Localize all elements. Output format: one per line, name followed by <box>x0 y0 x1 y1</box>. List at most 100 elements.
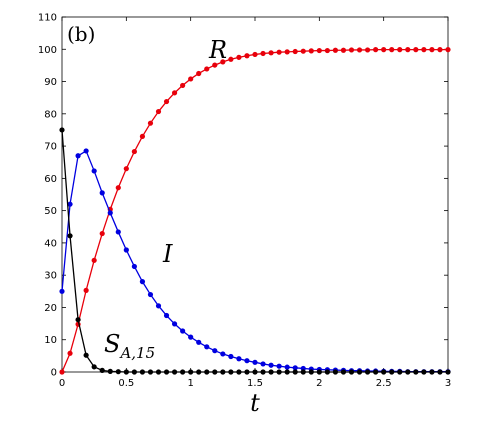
data-point-i <box>236 356 242 362</box>
data-point-i <box>67 201 73 207</box>
data-point-s-a-15 <box>252 369 258 375</box>
data-point-i <box>139 279 146 285</box>
data-point-s-a-15 <box>107 368 113 374</box>
y-tick-label: 40 <box>44 238 57 249</box>
data-point-r <box>171 90 178 96</box>
data-point-r <box>332 47 339 53</box>
data-point-i <box>107 210 113 216</box>
data-point-r <box>268 50 274 56</box>
data-point-i <box>75 153 81 159</box>
data-point-s-a-15 <box>292 369 298 375</box>
data-point-r <box>308 48 314 54</box>
data-point-r <box>244 53 250 59</box>
data-point-r <box>196 70 202 77</box>
data-point-i <box>155 303 162 309</box>
data-point-i <box>204 344 210 350</box>
data-point-r <box>340 47 347 53</box>
data-point-i <box>180 328 186 334</box>
data-point-i <box>91 168 97 174</box>
data-point-s-a-15 <box>188 369 194 375</box>
x-tick-label: 0 <box>59 378 65 389</box>
data-point-s-a-15 <box>308 369 314 375</box>
data-point-r <box>260 50 266 57</box>
data-point-s-a-15 <box>115 369 121 375</box>
data-point-s-a-15 <box>204 369 210 375</box>
plot-area <box>61 16 449 373</box>
data-point-s-a-15 <box>244 369 250 375</box>
data-point-r <box>429 47 435 53</box>
data-point-s-a-15 <box>155 369 162 375</box>
series-s-a-15 <box>59 127 451 375</box>
x-tick-label: 1.5 <box>247 378 263 389</box>
data-point-r <box>316 47 322 54</box>
y-tick-label: 0 <box>51 368 57 379</box>
data-point-r <box>397 47 403 53</box>
data-point-r <box>300 48 306 54</box>
data-point-s-a-15 <box>147 369 154 375</box>
data-point-i <box>131 263 137 270</box>
data-point-s-a-15 <box>276 369 282 375</box>
data-point-i <box>188 334 194 340</box>
data-point-s-a-15 <box>324 369 330 375</box>
data-point-i <box>292 365 298 371</box>
data-point-r <box>220 59 226 65</box>
data-point-s-a-15 <box>228 369 234 375</box>
data-point-s-a-15 <box>348 369 355 375</box>
y-tick-label: 90 <box>44 77 57 88</box>
data-point-s-a-15 <box>300 369 306 375</box>
data-point-r <box>204 66 210 72</box>
data-point-s-a-15 <box>236 369 242 375</box>
series-layer <box>59 47 451 375</box>
data-point-s-a-15 <box>421 369 427 375</box>
y-tick-label: 60 <box>44 174 57 185</box>
data-point-r <box>83 287 89 293</box>
data-point-r <box>236 54 242 60</box>
data-point-i <box>220 351 226 357</box>
data-point-r <box>188 76 194 82</box>
data-point-s-a-15 <box>180 369 186 375</box>
x-tick-label: 0.5 <box>118 378 134 389</box>
data-point-i <box>59 288 65 294</box>
x-axis-title: t <box>250 389 260 417</box>
data-point-s-a-15 <box>91 364 97 370</box>
y-tick-label: 100 <box>38 45 57 56</box>
y-tick-label: 20 <box>44 303 57 314</box>
data-point-i <box>252 359 258 365</box>
data-point-s-a-15 <box>429 369 435 375</box>
data-point-r <box>421 47 427 53</box>
data-point-i <box>123 247 129 253</box>
data-point-i <box>268 362 274 368</box>
data-point-r <box>292 48 298 55</box>
x-tick-label: 2.5 <box>376 378 392 389</box>
data-point-s-a-15 <box>131 369 137 375</box>
data-point-i <box>244 358 250 364</box>
data-point-s-a-15 <box>397 369 403 375</box>
data-point-s-a-15 <box>99 367 105 373</box>
data-point-s-a-15 <box>67 233 73 239</box>
y-tick-label: 50 <box>44 206 57 217</box>
label-s-main: S <box>104 330 120 358</box>
data-point-r <box>163 98 170 105</box>
y-tick-label: 10 <box>44 335 57 346</box>
series-r <box>59 47 451 375</box>
data-point-r <box>373 47 379 53</box>
data-point-r <box>91 257 97 263</box>
data-point-i <box>228 353 234 360</box>
data-point-s-a-15 <box>340 369 347 375</box>
data-point-s-a-15 <box>413 369 419 375</box>
data-point-i <box>147 291 154 298</box>
data-point-s-a-15 <box>316 369 322 375</box>
data-point-r <box>284 49 290 55</box>
data-point-s-a-15 <box>212 369 218 375</box>
x-tick-label: 2 <box>316 378 322 389</box>
label-s-subscript: A,15 <box>118 344 155 362</box>
data-point-s-a-15 <box>381 369 387 375</box>
data-point-r <box>228 56 234 62</box>
label-s: SA,15 <box>104 330 155 362</box>
y-tick-label: 30 <box>44 271 57 282</box>
data-point-s-a-15 <box>139 369 146 375</box>
y-tick-label: 80 <box>44 109 57 120</box>
data-point-r <box>155 108 162 115</box>
data-point-i <box>99 190 105 196</box>
